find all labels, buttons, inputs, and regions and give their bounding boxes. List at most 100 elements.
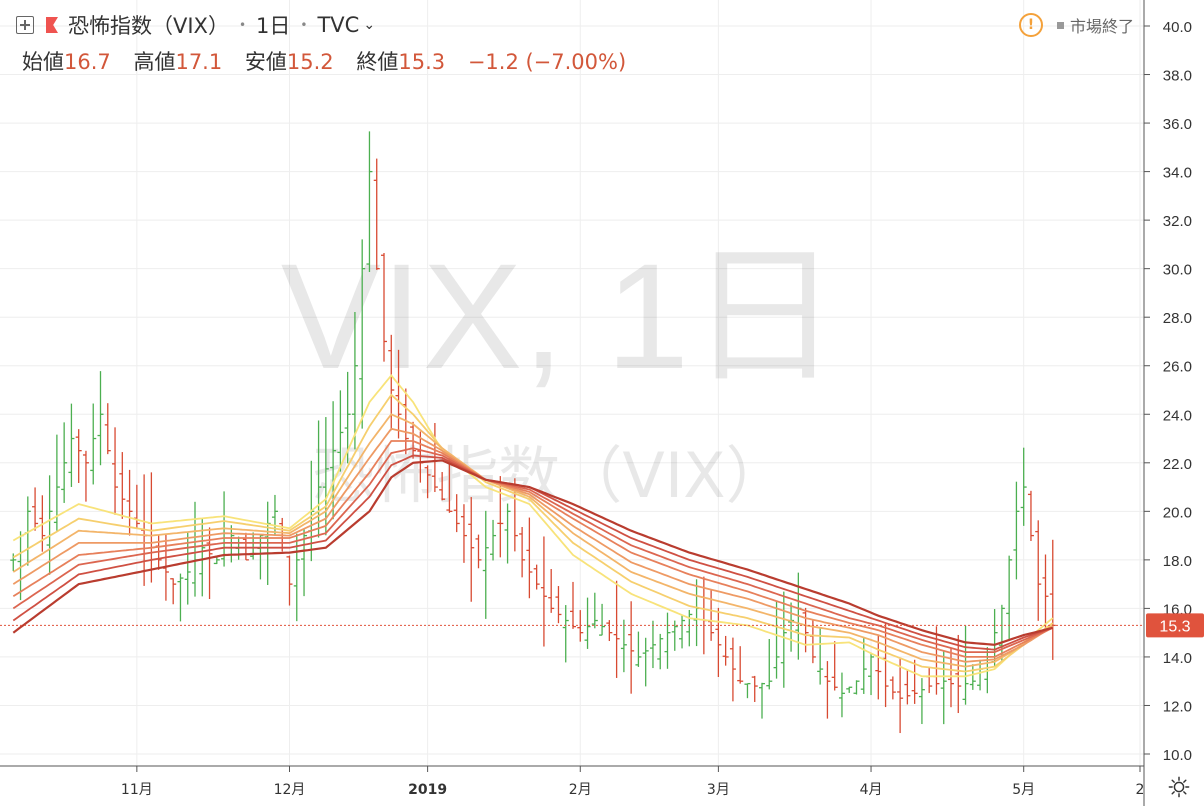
y-tick-label: 30.0 bbox=[1163, 262, 1192, 279]
separator-dot: • bbox=[300, 18, 308, 32]
ohlc-bar bbox=[649, 620, 656, 669]
ohlc-bar bbox=[715, 607, 722, 677]
ohlc-bar bbox=[61, 422, 68, 503]
ohlc-bar bbox=[1020, 447, 1027, 526]
ohlc-bar bbox=[148, 472, 155, 583]
ohlc-bar bbox=[250, 532, 257, 560]
warning-icon[interactable]: ! bbox=[1018, 13, 1043, 37]
expand-icon[interactable] bbox=[16, 16, 34, 34]
ohlc-bar bbox=[82, 450, 89, 502]
ohlc-bar bbox=[381, 253, 387, 362]
ohlc-bar bbox=[359, 239, 366, 429]
ohlc-bar bbox=[482, 510, 489, 619]
ohlc-bar bbox=[1013, 481, 1020, 580]
ohlc-bar bbox=[322, 417, 329, 536]
ohlc-bar bbox=[882, 623, 889, 708]
last-price-badge: 15.3 bbox=[1146, 613, 1204, 638]
ohlc-bar bbox=[664, 612, 671, 669]
chevron-down-icon[interactable]: ⌄ bbox=[363, 17, 376, 33]
ohlc-bar bbox=[628, 601, 635, 694]
exchange-label[interactable]: TVC bbox=[317, 13, 360, 37]
ma-line bbox=[12, 440, 1054, 658]
x-tick-label: 2 bbox=[1136, 782, 1145, 798]
ohlc-bar bbox=[1035, 520, 1042, 621]
ohlc-bar bbox=[439, 472, 446, 501]
y-tick-label: 34.0 bbox=[1163, 165, 1192, 182]
ohlc-bar bbox=[351, 311, 358, 450]
watermark-sub: 恐怖指数（VIX） bbox=[312, 439, 787, 512]
ohlc-bar bbox=[53, 434, 60, 531]
ohlc-bar bbox=[860, 638, 867, 694]
ohlc-bar bbox=[373, 158, 380, 270]
interval-label[interactable]: 1日 bbox=[256, 14, 291, 38]
time-axis[interactable]: 11月 12月 2019 2月 3月 4月 5月 2 bbox=[121, 766, 1145, 798]
ohlc-bar bbox=[838, 672, 845, 718]
ohlc-bar bbox=[497, 476, 504, 558]
ohlc-bar bbox=[1027, 490, 1034, 541]
ohlc-bar bbox=[75, 429, 82, 483]
x-tick-label: 3月 bbox=[707, 782, 730, 798]
ohlc-bar bbox=[693, 579, 700, 647]
ohlc-bar bbox=[126, 469, 133, 536]
ohlc-bar bbox=[453, 494, 460, 533]
ohlc-bar bbox=[562, 605, 569, 663]
ohlc-bar bbox=[199, 519, 206, 597]
ohlc-bar bbox=[112, 427, 119, 515]
separator-dot: • bbox=[238, 18, 247, 32]
ohlc-bar bbox=[708, 590, 715, 641]
y-tick-label: 32.0 bbox=[1163, 213, 1192, 230]
ohlc-bar bbox=[613, 580, 620, 678]
ohlc-bar bbox=[257, 534, 264, 580]
ohlc-bar bbox=[1006, 555, 1013, 640]
y-tick-label: 26.0 bbox=[1163, 359, 1192, 376]
flag-icon[interactable] bbox=[46, 17, 58, 33]
ohlc-bar bbox=[606, 620, 613, 642]
ohlc-bar bbox=[475, 534, 482, 569]
ohlc-bar bbox=[177, 573, 184, 622]
y-tick-label: 20.0 bbox=[1163, 504, 1192, 521]
y-tick-label: 10.0 bbox=[1163, 747, 1192, 764]
ohlc-bar bbox=[490, 519, 497, 561]
ohlc-bar bbox=[657, 633, 664, 670]
price-axis[interactable]: 10.012.014.016.018.020.022.024.026.028.0… bbox=[1144, 19, 1192, 764]
ohlc-bar bbox=[68, 403, 75, 487]
ma-line bbox=[12, 393, 1054, 673]
market-status: ! 市場終了 bbox=[1018, 13, 1134, 37]
ohlc-bar bbox=[817, 627, 824, 685]
last-price-label: 15.3 bbox=[1159, 618, 1190, 635]
y-tick-label: 12.0 bbox=[1163, 698, 1192, 715]
ohlc-bar bbox=[962, 625, 969, 705]
x-tick-label: 4月 bbox=[860, 782, 883, 798]
ma-line bbox=[12, 413, 1054, 668]
open-label: 始値 bbox=[22, 50, 64, 74]
ohlc-bar bbox=[1042, 554, 1049, 632]
x-tick-label: 5月 bbox=[1012, 782, 1035, 798]
ohlc-bar bbox=[424, 465, 431, 499]
ohlc-bar bbox=[751, 675, 758, 702]
ohlc-bar bbox=[32, 487, 39, 531]
ohlc-bar bbox=[213, 556, 220, 565]
y-tick-label: 40.0 bbox=[1163, 19, 1192, 36]
ohlc-bar bbox=[599, 603, 606, 636]
ohlc-bar bbox=[824, 661, 831, 719]
ohlc-bar bbox=[729, 637, 736, 702]
ohlc-bar bbox=[540, 536, 547, 647]
ohlc-bar bbox=[642, 637, 649, 687]
ohlc-bar bbox=[911, 659, 918, 704]
high-value: 17.1 bbox=[175, 50, 223, 74]
ohlc-bar bbox=[119, 452, 126, 519]
open-value: 16.7 bbox=[64, 50, 111, 74]
gear-icon[interactable] bbox=[1168, 776, 1190, 798]
ohlc-bar bbox=[620, 619, 627, 673]
ohlc-legend: 始値16.7 高値17.1 安値15.2 終値15.3 −1.2 (−7.00%… bbox=[22, 46, 626, 76]
ohlc-bar bbox=[97, 371, 104, 466]
close-value: 15.3 bbox=[398, 50, 446, 74]
ohlc-bar bbox=[286, 555, 293, 606]
ohlc-bar bbox=[679, 615, 686, 649]
ohlc-bar bbox=[788, 602, 795, 652]
ohlc-bar bbox=[555, 586, 562, 624]
symbol-name[interactable]: 恐怖指数（VIX） bbox=[68, 14, 229, 38]
ohlc-bar bbox=[918, 678, 925, 725]
ohlc-bar bbox=[46, 475, 53, 575]
